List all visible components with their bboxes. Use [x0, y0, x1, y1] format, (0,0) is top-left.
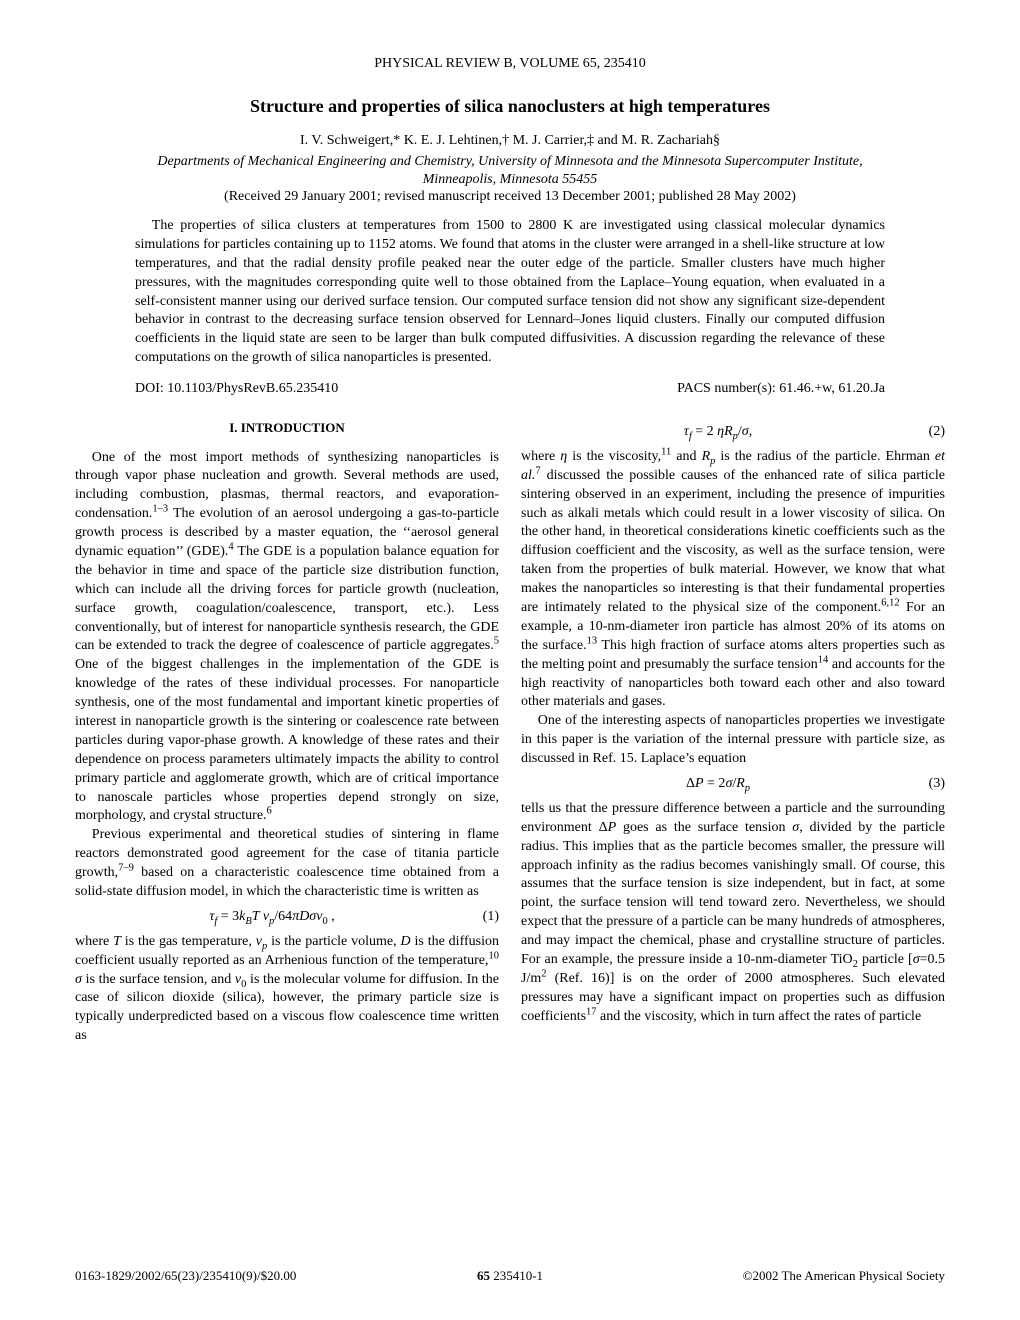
footer-center: 65 235410-1: [477, 1267, 543, 1285]
left-column: I. INTRODUCTION One of the most import m…: [75, 417, 499, 1046]
dates: (Received 29 January 2001; revised manus…: [75, 188, 945, 207]
equation-1: τf = 3kBT vp/64πDσv0 , (1): [75, 908, 499, 927]
equation-3-body: ΔP = 2σ/Rp: [521, 775, 915, 794]
abstract-text: The properties of silica clusters at tem…: [135, 217, 885, 368]
right-column: τf = 2 ηRp/σ, (2) where η is the viscosi…: [521, 417, 945, 1046]
authors: I. V. Schweigert,* K. E. J. Lehtinen,† M…: [75, 132, 945, 151]
affiliation-line-1: Departments of Mechanical Engineering an…: [75, 153, 945, 171]
equation-1-number: (1): [469, 908, 499, 927]
equation-1-body: τf = 3kBT vp/64πDσv0 ,: [75, 908, 469, 927]
equation-2-number: (2): [915, 423, 945, 442]
right-para-3: tells us that the pressure difference be…: [521, 800, 945, 1027]
right-para-1: where η is the viscosity,11 and Rp is th…: [521, 448, 945, 712]
right-para-2: One of the interesting aspects of nanopa…: [521, 712, 945, 769]
equation-2: τf = 2 ηRp/σ, (2): [521, 423, 945, 442]
paper-title: Structure and properties of silica nanoc…: [75, 94, 945, 118]
page-footer: 0163-1829/2002/65(23)/235410(9)/$20.00 6…: [75, 1267, 945, 1285]
section-1-heading: I. INTRODUCTION: [75, 419, 499, 437]
intro-para-3: where T is the gas temperature, vp is th…: [75, 933, 499, 1046]
journal-header: PHYSICAL REVIEW B, VOLUME 65, 235410: [75, 55, 945, 74]
intro-para-1: One of the most import methods of synthe…: [75, 449, 499, 827]
pacs: PACS number(s): 61.46.+w, 61.20.Ja: [677, 380, 885, 399]
equation-3-number: (3): [915, 775, 945, 794]
footer-left: 0163-1829/2002/65(23)/235410(9)/$20.00: [75, 1267, 296, 1285]
footer-right: ©2002 The American Physical Society: [743, 1267, 945, 1285]
doi: DOI: 10.1103/PhysRevB.65.235410: [135, 380, 338, 399]
affiliation-line-2: Minneapolis, Minnesota 55455: [75, 171, 945, 189]
intro-para-2: Previous experimental and theoretical st…: [75, 826, 499, 902]
equation-2-body: τf = 2 ηRp/σ,: [521, 423, 915, 442]
equation-3: ΔP = 2σ/Rp (3): [521, 775, 945, 794]
